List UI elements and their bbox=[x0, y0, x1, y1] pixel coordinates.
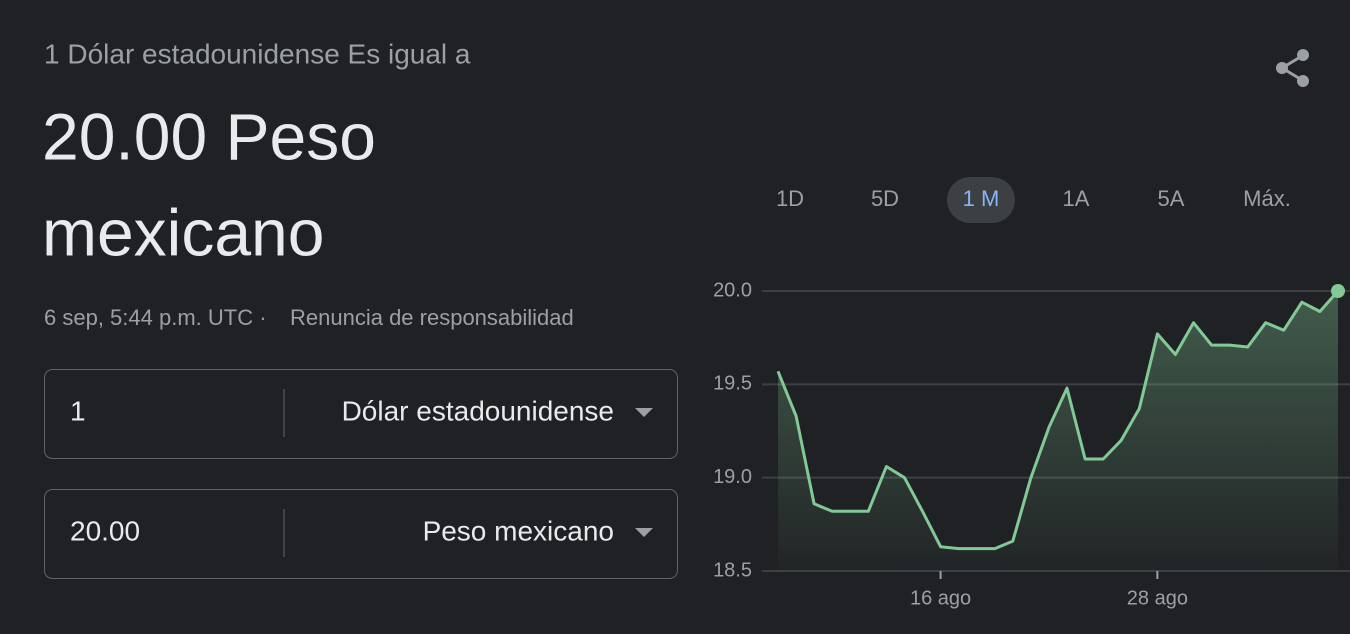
amount-input[interactable]: 20.00 bbox=[70, 515, 140, 546]
range-button[interactable]: Máx. bbox=[1243, 186, 1291, 211]
x-tick-label: 28 ago bbox=[1127, 587, 1188, 609]
timestamp: 6 sep, 5:44 p.m. UTC · bbox=[44, 305, 267, 330]
dropdown-arrow[interactable] bbox=[635, 528, 653, 537]
amount-input[interactable]: 1 bbox=[70, 395, 86, 426]
dropdown-arrow[interactable] bbox=[635, 408, 653, 417]
input-box bbox=[44, 489, 678, 579]
currency-select[interactable]: Dólar estadounidense bbox=[342, 395, 614, 426]
result: mexicano bbox=[42, 195, 324, 269]
range-selected-bg bbox=[947, 177, 1015, 223]
from-box: 1 Dólar estadounidense bbox=[44, 369, 678, 459]
input-box bbox=[44, 369, 678, 459]
range-button[interactable]: 5A bbox=[1158, 186, 1185, 211]
subtitle: 1 Dólar estadounidense Es igual a bbox=[44, 38, 471, 69]
range-button[interactable]: 1A bbox=[1063, 186, 1090, 211]
area bbox=[778, 291, 1338, 571]
y-tick-label: 19.5 bbox=[713, 373, 752, 395]
x-tick-label: 16 ago bbox=[910, 587, 971, 609]
currency-select[interactable]: Peso mexicano bbox=[423, 515, 614, 546]
y-tick-label: 20.0 bbox=[713, 279, 752, 301]
range-button[interactable]: 1D bbox=[776, 186, 804, 211]
share-icon[interactable] bbox=[1276, 49, 1309, 87]
disclaimer-link[interactable]: Renuncia de responsabilidad bbox=[290, 305, 574, 330]
range-button[interactable]: 5D bbox=[871, 186, 899, 211]
to-box: 20.00 Peso mexicano bbox=[44, 489, 678, 579]
line bbox=[776, 290, 1340, 551]
result: 20.00 Peso bbox=[42, 99, 376, 173]
range-button[interactable]: 1 M bbox=[963, 186, 1000, 211]
y-tick-label: 19.0 bbox=[713, 466, 752, 488]
last-point bbox=[1331, 284, 1345, 298]
y-tick-label: 18.5 bbox=[713, 559, 752, 581]
